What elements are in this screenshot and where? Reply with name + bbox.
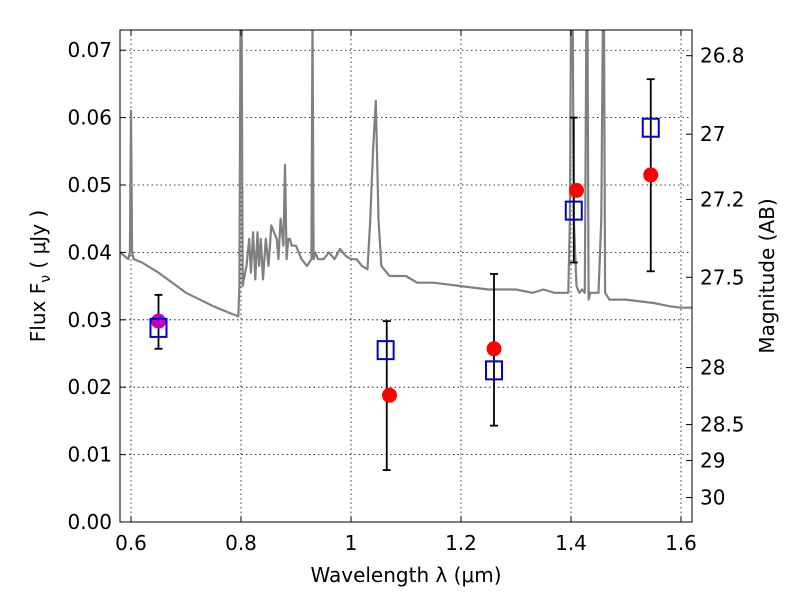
spectrum-line	[120, 30, 692, 318]
y-tick-label: 0.01	[67, 443, 112, 467]
x-tick-label: 0.8	[225, 531, 257, 555]
y2-tick-label: 27	[700, 122, 725, 146]
y-tick-label: 0.05	[67, 173, 112, 197]
tick-layer: 0.6 0.8 1 1.2 1.4 1.6 0.00 0.01 0.02 0.03 0.04 0.05…	[67, 30, 745, 555]
observed-point	[643, 167, 659, 183]
y-axis-label-sub: ν	[38, 275, 54, 283]
x-axis-label: Wavelength λ (μm)	[310, 563, 501, 587]
y2-tick-label: 28	[700, 356, 725, 380]
y-tick-label: 0.04	[67, 240, 112, 264]
y2-tick-label: 30	[700, 486, 725, 510]
y2-tick-label: 28.5	[700, 413, 745, 437]
y-tick-label: 0.07	[67, 38, 112, 62]
observed-point	[486, 341, 502, 357]
x-tick-label: 1	[345, 531, 358, 555]
y2-tick-label: 27.5	[700, 265, 745, 289]
y-tick-label: 0.06	[67, 106, 112, 130]
y2-axis-label: Magnitude (AB)	[755, 198, 779, 353]
y2-tick-label: 26.8	[700, 44, 745, 68]
y2-tick-label: 27.2	[700, 187, 745, 211]
y-axis-label-unit: ( μJy )	[26, 210, 50, 275]
observed-point	[382, 387, 397, 403]
y-tick-label: 0.03	[67, 308, 112, 332]
y-axis-label: Flux Fν ( μJy )	[26, 210, 54, 342]
model-point	[564, 200, 583, 221]
observed-point	[569, 182, 584, 198]
y-axis-label-main: Flux F	[26, 283, 50, 342]
model-point	[485, 360, 503, 381]
model-point	[641, 117, 660, 138]
x-tick-label: 1.2	[445, 531, 477, 555]
x-tick-label: 1.4	[555, 531, 587, 555]
x-tick-label: 1.6	[665, 531, 697, 555]
model-point	[149, 317, 168, 338]
data-layer	[120, 30, 692, 472]
grid-layer	[120, 30, 692, 522]
y2-tick-label: 29	[700, 449, 725, 473]
y-tick-label: 0.02	[67, 375, 112, 399]
observed-point	[151, 313, 166, 329]
model-point	[376, 340, 395, 361]
plot-frame	[119, 29, 693, 523]
y-tick-label: 0.00	[67, 510, 112, 534]
x-tick-label: 0.6	[115, 531, 147, 555]
